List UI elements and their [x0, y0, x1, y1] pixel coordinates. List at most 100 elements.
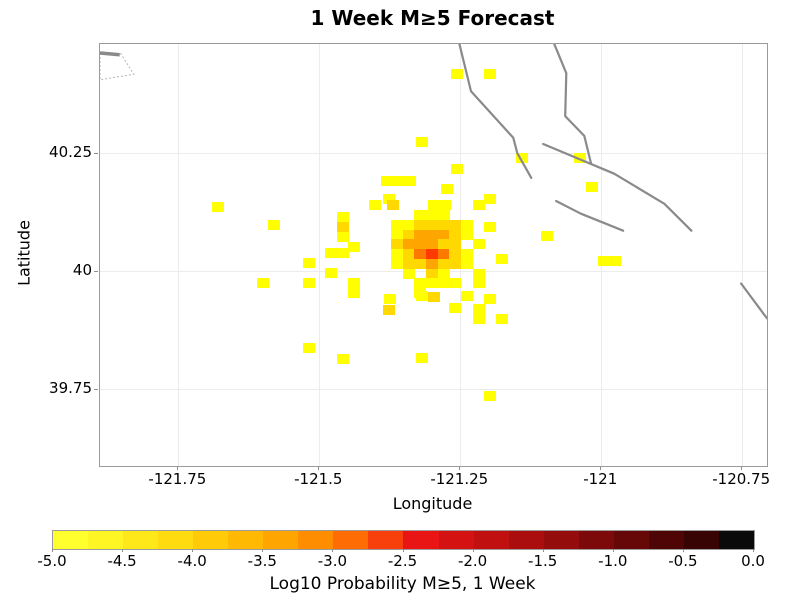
forecast-cell: [337, 354, 349, 364]
forecast-cell: [461, 259, 473, 269]
colorbar-segment: [683, 531, 719, 549]
y-tick-label: 40.25: [49, 142, 92, 161]
forecast-cell: [496, 254, 508, 264]
forecast-cell: [381, 176, 393, 186]
forecast-cell: [461, 230, 473, 240]
forecast-cell: [449, 259, 461, 269]
forecast-cell: [438, 259, 450, 269]
forecast-cell: [496, 314, 508, 324]
forecast-cell: [384, 294, 396, 304]
colorbar-tick-mark: [612, 549, 614, 552]
forecast-cell: [348, 288, 360, 298]
forecast-cell: [484, 222, 496, 232]
x-tick-mark: [177, 466, 179, 470]
forecast-cell: [391, 259, 403, 269]
forecast-cell: [473, 239, 485, 249]
boundary-thick-segment: [100, 51, 120, 57]
forecast-cell: [337, 222, 349, 232]
colorbar-segment: [368, 531, 404, 549]
forecast-cell: [414, 220, 426, 230]
forecast-cell: [369, 200, 381, 210]
forecast-cell: [426, 210, 438, 220]
colorbar-segment: [88, 531, 124, 549]
y-gridline: [100, 389, 767, 391]
plot-area: [99, 43, 768, 467]
forecast-cell: [473, 304, 485, 314]
forecast-cell: [438, 220, 450, 230]
forecast-cell: [391, 220, 403, 230]
forecast-cell: [586, 182, 598, 192]
forecast-cell: [516, 153, 528, 163]
fault-line: [553, 44, 593, 165]
forecast-cell: [416, 353, 428, 363]
forecast-cell: [449, 230, 461, 240]
forecast-cell: [348, 242, 360, 252]
fault-line: [458, 44, 533, 179]
forecast-cell: [337, 212, 349, 222]
colorbar-tick-mark: [332, 549, 334, 552]
forecast-cell: [426, 220, 438, 230]
colorbar-tick-mark: [542, 549, 544, 552]
forecast-cell: [337, 232, 349, 242]
forecast-cell: [403, 259, 415, 269]
colorbar-tick-label: -1.5: [528, 552, 558, 570]
forecast-cell: [541, 231, 553, 241]
forecast-cell: [403, 239, 415, 249]
fault-line: [555, 199, 625, 232]
forecast-cell: [416, 291, 428, 301]
colorbar-segment: [228, 531, 264, 549]
forecast-cell: [426, 239, 438, 249]
forecast-cell: [439, 200, 451, 210]
colorbar-tick-label: -4.0: [177, 552, 207, 570]
x-gridline: [600, 44, 602, 466]
chart-title: 1 Week M≥5 Forecast: [310, 6, 555, 30]
forecast-cell: [416, 137, 428, 147]
forecast-cell: [461, 220, 473, 230]
fault-line: [542, 142, 693, 232]
forecast-cell: [426, 230, 438, 240]
forecast-cell: [426, 269, 438, 279]
forecast-cell: [403, 220, 415, 230]
colorbar-tick-label: -3.5: [247, 552, 277, 570]
forecast-cell: [438, 249, 450, 259]
forecast-cell: [451, 69, 463, 79]
colorbar-segment: [263, 531, 299, 549]
forecast-cell: [391, 239, 403, 249]
colorbar-tick-label: -4.5: [107, 552, 137, 570]
forecast-cell: [484, 194, 496, 204]
forecast-cell: [383, 194, 395, 204]
forecast-cell: [473, 200, 485, 210]
forecast-cell: [257, 278, 269, 288]
colorbar-tick-label: -5.0: [37, 552, 67, 570]
forecast-cell: [428, 200, 440, 210]
colorbar-tick-mark: [192, 549, 194, 552]
forecast-cell: [598, 256, 610, 266]
colorbar-tick-mark: [52, 549, 53, 552]
fault-line: [739, 282, 767, 320]
forecast-cell: [337, 248, 349, 258]
forecast-cell: [387, 200, 399, 210]
colorbar-segment: [333, 531, 369, 549]
x-tick-label: -121: [583, 470, 618, 488]
y-axis-label: Latitude: [14, 220, 34, 286]
colorbar-tick-label: 0.0: [741, 552, 765, 570]
colorbar-tick-mark: [472, 549, 474, 552]
forecast-cell: [461, 249, 473, 259]
forecast-cell: [449, 278, 461, 288]
colorbar-segment: [543, 531, 579, 549]
forecast-cell: [574, 153, 586, 163]
forecast-cell: [404, 176, 416, 186]
forecast-cell: [461, 291, 473, 301]
colorbar-tick-label: -1.0: [598, 552, 628, 570]
colorbar-segment: [508, 531, 544, 549]
colorbar-segment: [53, 531, 89, 549]
forecast-cell: [414, 278, 426, 288]
forecast-cell: [438, 239, 450, 249]
forecast-cell: [428, 292, 440, 302]
forecast-cell: [473, 269, 485, 279]
colorbar-label: Log10 Probability M≥5, 1 Week: [269, 574, 536, 594]
forecast-cell: [426, 249, 438, 259]
colorbar-tick-mark: [682, 549, 684, 552]
forecast-cell: [383, 305, 395, 315]
